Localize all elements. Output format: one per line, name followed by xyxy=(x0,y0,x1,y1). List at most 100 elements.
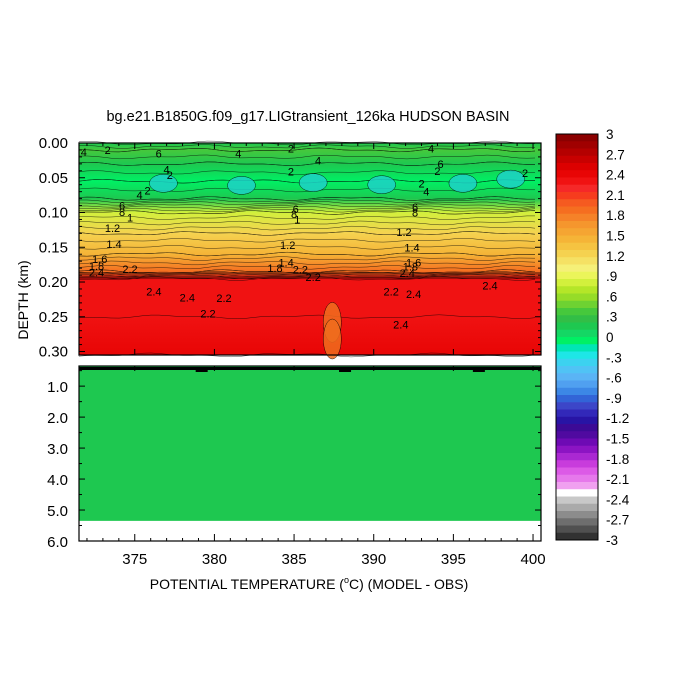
colorbar-swatch xyxy=(556,373,598,381)
colorbar-swatch xyxy=(556,286,598,294)
contour-line xyxy=(78,256,536,261)
colorbar-swatch xyxy=(556,228,598,236)
contour-label: 1.6 xyxy=(92,254,107,266)
colorbar: 3 2.7 2.4 2.1 1.8 1.5 1.2 .9 .6 .3 0 -.3 -.6 -.9 -1.2 -… xyxy=(555,127,630,548)
colorbar-swatch xyxy=(556,315,598,323)
colorbar-label: -.6 xyxy=(606,371,622,386)
colorbar-label: .3 xyxy=(606,310,617,325)
colorbar-swatch xyxy=(556,293,598,302)
contour-label: 1.8 xyxy=(403,262,418,274)
colorbar-swatch xyxy=(556,322,598,331)
colorbar-label: .9 xyxy=(606,269,617,284)
colorbar-swatch xyxy=(556,503,598,512)
x-tick-label: 385 xyxy=(282,551,307,568)
colorbar-swatch xyxy=(556,496,598,505)
contour-label: 2.4 xyxy=(406,289,421,301)
colorbar-label: 1.8 xyxy=(606,208,625,223)
contour-label: 2 xyxy=(144,185,150,197)
x-tick-label: 390 xyxy=(361,551,386,568)
colorbar-swatch xyxy=(556,445,598,454)
colorbar-swatch xyxy=(556,532,598,541)
colorbar-frame xyxy=(555,133,599,541)
colorbar-swatch xyxy=(556,279,598,287)
colorbar-label: -1.5 xyxy=(606,432,629,447)
colorbar-swatch xyxy=(556,489,598,497)
colorbar-swatch xyxy=(556,380,598,389)
colorbar-swatch xyxy=(556,460,598,468)
y-axis-label: DEPTH (km) xyxy=(15,260,31,339)
colorbar-swatch xyxy=(556,358,598,367)
contour-line xyxy=(78,207,536,213)
contour-label: 6 xyxy=(438,159,444,171)
contour-line xyxy=(78,238,536,243)
lower-field xyxy=(79,366,541,521)
contour-label: 1.4 xyxy=(404,242,419,254)
colorbar-swatch xyxy=(556,366,598,374)
colorbar-swatch xyxy=(556,235,598,244)
colorbar-swatch xyxy=(556,416,598,425)
lower-panel: 1.0 2.0 3.0 4.0 5.0 6.0 xyxy=(47,365,542,551)
y-tick-label: 1.0 xyxy=(47,379,68,396)
contour-label: 4 xyxy=(235,148,241,160)
colorbar-label: -3 xyxy=(606,533,618,548)
colorbar-swatch xyxy=(556,453,598,461)
colorbar-label: 3 xyxy=(606,127,614,142)
contour-label: 6 xyxy=(412,202,418,214)
colorbar-label: 2.1 xyxy=(606,188,625,203)
colorbar-swatch xyxy=(556,308,598,316)
colorbar-swatch xyxy=(556,170,598,178)
contour-label: 1.8 xyxy=(267,263,282,275)
contour-label: 1 xyxy=(294,215,300,227)
y-tick-label: 2.0 xyxy=(47,410,68,427)
contour-line xyxy=(78,196,535,201)
colorbar-swatch xyxy=(556,155,598,164)
contour-line xyxy=(78,314,536,319)
colorbar-label: 1.2 xyxy=(606,249,625,264)
y-tick-label: 0.25 xyxy=(39,309,68,326)
colorbar-label: -1.8 xyxy=(606,452,629,467)
colorbar-swatch xyxy=(556,525,598,534)
colorbar-swatch xyxy=(556,134,598,142)
colorbar-swatch xyxy=(556,271,598,280)
colorbar-swatch xyxy=(556,395,598,403)
contour-label: 2.4 xyxy=(146,287,161,299)
contour-label: 2.2 xyxy=(216,293,231,305)
colorbar-swatch xyxy=(556,184,598,193)
colorbar-label: 1.5 xyxy=(606,229,625,244)
contour-label: 1.4 xyxy=(106,239,121,251)
surface-cell xyxy=(227,176,256,195)
contour-line xyxy=(78,205,536,211)
contour-label: 1.4 xyxy=(278,258,293,270)
contour-label: 2.4 xyxy=(180,292,195,304)
y-tick-label: 0.00 xyxy=(39,135,68,152)
colorbar-swatch xyxy=(556,199,598,207)
contour-label: 8 xyxy=(291,209,297,221)
contour-label: 2 xyxy=(167,170,173,182)
contour-label: 8 xyxy=(119,207,125,219)
contour-label: 8 xyxy=(412,208,418,220)
contour-label: 2.2 xyxy=(200,308,215,320)
x-axis-label-prefix: POTENTIAL TEMPERATURE ( xyxy=(150,576,345,592)
colorbar-swatch xyxy=(556,387,598,396)
colorbar-swatch xyxy=(556,518,598,526)
contour-label: 2 xyxy=(522,168,528,180)
colorbar-label: 2.7 xyxy=(606,147,625,162)
colorbar-swatch xyxy=(556,250,598,258)
y-tick-label: 0.10 xyxy=(39,205,68,222)
colorbar-label: -2.1 xyxy=(606,472,629,487)
contour-line xyxy=(78,144,536,149)
contour-label: 2.2 xyxy=(384,287,399,299)
colorbar-swatch xyxy=(556,257,598,265)
x-axis-label-degree: o xyxy=(344,575,349,585)
colorbar-swatch xyxy=(556,474,598,483)
colorbar-swatch xyxy=(556,409,598,418)
colorbar-label: 2.4 xyxy=(606,168,625,183)
colorbar-swatch xyxy=(556,337,598,345)
contour-label: 6 xyxy=(293,204,299,216)
x-axis-label: POTENTIAL TEMPERATURE (oC) (MODEL - OBS) xyxy=(150,575,469,592)
contour-line xyxy=(78,161,535,166)
colorbar-swatch xyxy=(556,221,598,229)
contour-label: 1.8 xyxy=(89,261,104,273)
surface-cell xyxy=(448,174,478,193)
